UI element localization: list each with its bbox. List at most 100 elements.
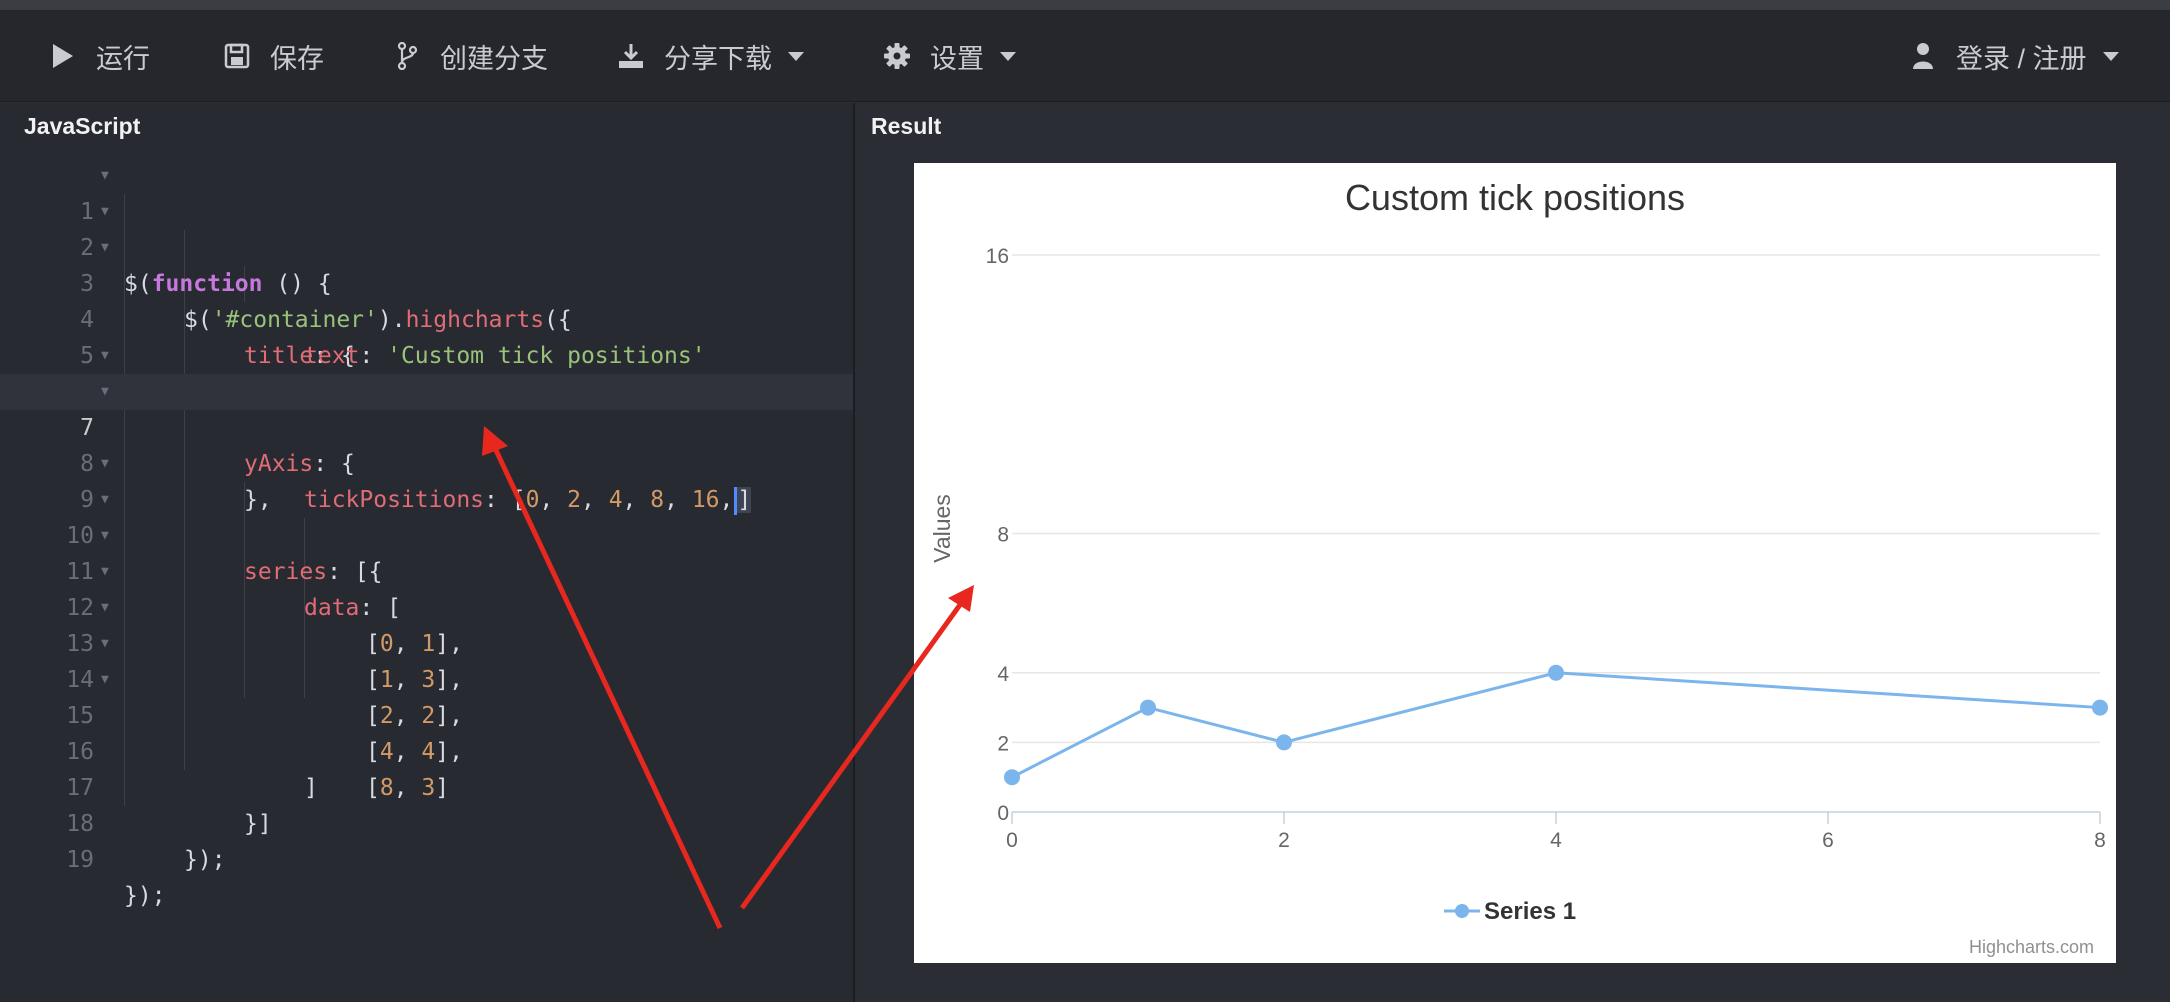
- fold-arrow-icon[interactable]: ▼: [101, 528, 109, 543]
- code-editor[interactable]: 1 ▼ $(function () { 2 ▼ $('#container').…: [0, 158, 853, 909]
- chevron-down-icon: [2102, 51, 2119, 61]
- line-number: 4: [80, 307, 94, 333]
- line-number: 16: [66, 739, 94, 765]
- code-line: 2 ▼ $('#container').highcharts({: [0, 194, 853, 333]
- x-tick-label: 4: [1550, 829, 1562, 852]
- indent-guide: [244, 482, 245, 698]
- floppy-disk-icon: [222, 41, 252, 71]
- code-text: [4, 4],: [366, 739, 463, 765]
- fold-arrow-icon[interactable]: ▼: [101, 600, 109, 615]
- legend-dot-marker: [1455, 904, 1469, 918]
- code-line: 12 ▼ [1, 3],: [0, 554, 853, 693]
- code-text: [0, 1],: [366, 631, 463, 657]
- line-number: 19: [66, 847, 94, 873]
- line-number: 15: [66, 703, 94, 729]
- code-text: series: [{: [244, 559, 383, 585]
- fork-label: 创建分支: [440, 43, 548, 74]
- run-label: 运行: [96, 43, 150, 74]
- line-number: 18: [66, 811, 94, 837]
- indent-guide: [304, 518, 305, 698]
- code-line: 8 },: [0, 410, 853, 513]
- code-line: 16 ]: [0, 698, 853, 801]
- indent-guide: [244, 266, 245, 302]
- x-tick-label: 0: [1006, 829, 1018, 852]
- code-text: },: [244, 487, 272, 513]
- result-pane-title: Result: [871, 113, 942, 139]
- line-number: 2: [80, 235, 94, 261]
- line-number: 14: [66, 667, 94, 693]
- legend-item-series-1[interactable]: Series 1: [1484, 898, 1576, 925]
- fold-arrow-icon[interactable]: ▼: [101, 384, 109, 399]
- code-line: 18 });: [0, 770, 853, 873]
- code-line: 10 ▼ data: [: [0, 482, 853, 621]
- code-text: title: {: [244, 343, 355, 369]
- gear-icon: [882, 41, 912, 71]
- code-text: $('#container').highcharts({: [184, 307, 572, 333]
- y-tick-label: 16: [986, 245, 1009, 268]
- line-chart: 0 2 4 8 16 0 2 4 6 8 Custom tick positions Value…: [929, 177, 2108, 957]
- login-register-dropdown[interactable]: 登录 / 注册: [1908, 10, 2119, 102]
- code-line: 19 });: [0, 806, 853, 909]
- fold-arrow-icon[interactable]: ▼: [101, 456, 109, 471]
- download-icon: [616, 41, 646, 71]
- pane-resize-handle[interactable]: [853, 103, 855, 1002]
- y-tick-label: 8: [997, 524, 1009, 547]
- code-line-active: 7 ▼ tickPositions: [0, 2, 4, 8, 16,]: [0, 374, 853, 515]
- code-text: [8, 3]: [366, 775, 450, 801]
- share-label: 分享下载: [664, 43, 772, 74]
- code-text: data: [: [304, 595, 401, 621]
- data-point[interactable]: [1140, 699, 1156, 716]
- data-point[interactable]: [1548, 664, 1564, 681]
- line-number: 13: [66, 631, 94, 657]
- run-button[interactable]: 运行: [48, 10, 150, 102]
- code-line: 13 ▼ [2, 2],: [0, 590, 853, 729]
- data-point[interactable]: [1276, 734, 1292, 751]
- code-line: 9 ▼ series: [{: [0, 446, 853, 585]
- code-text: [2, 2],: [366, 703, 463, 729]
- chart-title: Custom tick positions: [1345, 177, 1685, 218]
- fold-arrow-icon[interactable]: ▼: [101, 564, 109, 579]
- play-icon: [48, 41, 78, 71]
- x-tick-label: 2: [1278, 829, 1290, 852]
- y-tick-label: 2: [997, 732, 1009, 755]
- code-line: 1 ▼ $(function () {: [0, 158, 853, 297]
- fold-arrow-icon[interactable]: ▼: [101, 492, 109, 507]
- fold-arrow-icon[interactable]: ▼: [101, 636, 109, 651]
- fold-arrow-icon[interactable]: ▼: [101, 168, 109, 183]
- fold-arrow-icon[interactable]: ▼: [101, 672, 109, 687]
- code-line: 15 ▼ [8, 3]: [0, 662, 853, 801]
- chevron-down-icon: [788, 51, 804, 61]
- line-number: 5: [80, 343, 94, 369]
- save-button[interactable]: 保存: [222, 10, 324, 102]
- data-point[interactable]: [1004, 769, 1020, 786]
- y-axis-label: Values: [929, 494, 955, 563]
- indent-guide: [184, 230, 185, 770]
- line-number: 9: [80, 487, 94, 513]
- fold-arrow-icon[interactable]: ▼: [101, 240, 109, 255]
- code-text: });: [184, 847, 226, 873]
- line-number: 17: [66, 775, 94, 801]
- series-line-series-1: [1011, 671, 2101, 779]
- code-text: });: [124, 883, 166, 909]
- line-number: 7: [80, 415, 94, 441]
- settings-dropdown[interactable]: 设置: [882, 10, 1016, 102]
- code-text: $(function () {: [124, 271, 332, 297]
- y-tick-label: 4: [997, 663, 1009, 686]
- javascript-pane: JavaScript 1 ▼ $(function () { 2 ▼ $('#c…: [0, 103, 853, 1002]
- legend[interactable]: Series 1: [1444, 898, 1576, 925]
- credits-link[interactable]: Highcharts.com: [1969, 937, 2094, 957]
- fork-button[interactable]: 创建分支: [392, 10, 548, 102]
- line-number: 12: [66, 595, 94, 621]
- javascript-pane-title: JavaScript: [24, 113, 141, 139]
- x-tick-label: 6: [1822, 829, 1834, 852]
- fold-arrow-icon[interactable]: ▼: [101, 348, 109, 363]
- chart-container: 0 2 4 8 16 0 2 4 6 8 Custom tick positions Value…: [914, 163, 2116, 963]
- share-download-dropdown[interactable]: 分享下载: [616, 10, 804, 102]
- code-line: 6 ▼ yAxis: {: [0, 338, 853, 477]
- data-point[interactable]: [2092, 699, 2108, 716]
- code-line: 17 }]: [0, 734, 853, 837]
- branch-icon: [392, 41, 422, 71]
- code-text: ]: [304, 775, 318, 801]
- fold-arrow-icon[interactable]: ▼: [101, 204, 109, 219]
- code-line: 4 text: 'Custom tick positions': [0, 266, 853, 369]
